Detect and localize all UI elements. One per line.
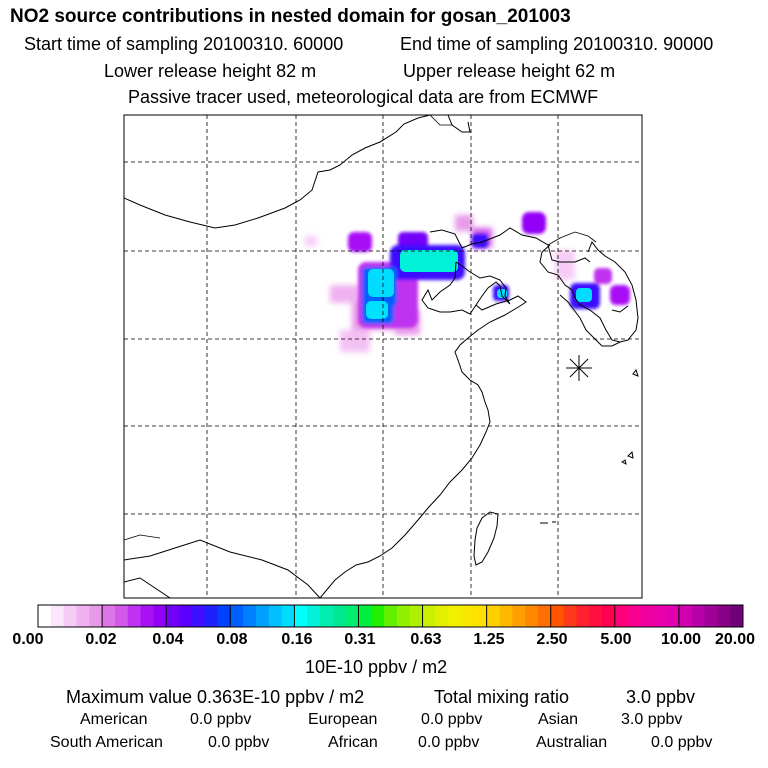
colorbar-tick-label: 20.00 <box>714 631 756 648</box>
colorbar-swatch <box>76 605 90 627</box>
colorbar-swatch <box>384 605 398 627</box>
colorbar-tick-label: 10.00 <box>660 631 702 648</box>
colorbar-swatch <box>345 605 359 627</box>
colorbar-swatch <box>499 605 513 627</box>
colorbar-swatch <box>409 605 424 627</box>
region-name-european: European <box>308 711 378 728</box>
total-mixing-ratio-label: Total mixing ratio <box>434 687 570 707</box>
lat-lon-grid <box>124 115 642 598</box>
colorbar-swatch <box>294 605 308 627</box>
colorbar-swatch <box>358 605 372 627</box>
colorbar-swatch <box>614 605 629 627</box>
colorbar-swatch <box>281 605 295 627</box>
coastlines <box>124 115 639 598</box>
colorbar-tick-label: 0.02 <box>85 631 117 648</box>
colorbar-swatch <box>461 605 475 627</box>
colorbar-swatch <box>537 605 552 627</box>
colorbar-swatch <box>717 605 731 627</box>
upper-release-height-label: Upper release height 62 m <box>403 61 616 81</box>
start-time-label: Start time of sampling 20100310. 60000 <box>24 34 344 54</box>
colorbar-swatch <box>332 605 347 627</box>
colorbar-swatch <box>730 605 744 627</box>
colorbar-frame <box>37 604 744 628</box>
colorbar-swatch <box>550 605 565 627</box>
colorbar-swatch <box>473 605 488 627</box>
colorbar-swatch <box>320 605 334 627</box>
colorbar-swatch <box>448 605 462 627</box>
colorbar-swatch <box>114 605 129 627</box>
colorbar-swatch <box>179 605 193 627</box>
colorbar-swatch <box>255 605 270 627</box>
colorbar-swatch <box>589 605 603 627</box>
colorbar-swatch <box>640 605 654 627</box>
region-value-european: 0.0 ppbv <box>421 711 483 728</box>
colorbar-swatch <box>704 605 718 627</box>
colorbar-swatch <box>89 605 103 627</box>
colorbar-tick-label: 0.08 <box>216 631 248 648</box>
colorbar-tick-label: 0.31 <box>344 631 376 648</box>
colorbar-tick-label: 0.04 <box>152 631 184 648</box>
colorbar-swatch <box>525 605 539 627</box>
colorbar-swatch <box>166 605 180 627</box>
colorbar-swatch <box>691 605 706 627</box>
region-name-asian: Asian <box>538 711 579 728</box>
colorbar-swatch <box>230 605 244 627</box>
colorbar-swatch <box>653 605 667 627</box>
colorbar-swatch <box>396 605 411 627</box>
colorbar-swatch <box>268 605 283 627</box>
colorbar-tick-label: 0.16 <box>281 631 313 648</box>
region-name-australian: Australian <box>536 734 608 751</box>
colorbar-swatch <box>371 605 385 627</box>
colorbar-swatch <box>38 605 52 627</box>
colorbar-swatch <box>512 605 526 627</box>
region-value-south-american: 0.0 ppbv <box>208 734 270 751</box>
total-mixing-ratio-value: 3.0 ppbv <box>626 687 696 707</box>
colorbar-swatch <box>422 605 436 627</box>
receptor-star-icon <box>566 355 592 381</box>
colorbar-swatch <box>576 605 590 627</box>
colorbar-swatch <box>140 605 154 627</box>
end-time-label: End time of sampling 20100310. 90000 <box>400 34 714 54</box>
colorbar-swatch <box>307 605 321 627</box>
lower-release-height-label: Lower release height 82 m <box>104 61 317 81</box>
colorbar-swatch <box>678 605 693 627</box>
region-name-american: American <box>80 711 148 728</box>
colorbar <box>37 604 744 628</box>
colorbar-swatch <box>153 605 167 627</box>
colorbar-swatch <box>602 605 616 627</box>
colorbar-swatch <box>63 605 77 627</box>
tracer-note: Passive tracer used, meteorological data… <box>128 87 599 107</box>
colorbar-swatch <box>666 605 680 627</box>
concentration-plume <box>305 212 630 352</box>
country-borders <box>124 115 597 541</box>
map-frame <box>123 114 643 599</box>
colorbar-tick-label: 0.00 <box>12 631 44 648</box>
colorbar-swatch <box>191 605 206 627</box>
colorbar-units: 10E-10 ppbv / m2 <box>305 657 448 677</box>
region-value-asian: 3.0 ppbv <box>621 711 683 728</box>
colorbar-swatch <box>243 605 257 627</box>
colorbar-swatch <box>127 605 142 627</box>
colorbar-swatch <box>50 605 65 627</box>
region-value-australian: 0.0 ppbv <box>651 734 713 751</box>
colorbar-swatch <box>486 605 500 627</box>
region-value-african: 0.0 ppbv <box>418 734 480 751</box>
colorbar-tick-label: 1.25 <box>473 631 505 648</box>
colorbar-tick-label: 2.50 <box>536 631 568 648</box>
colorbar-tick-label: 5.00 <box>600 631 632 648</box>
colorbar-swatch <box>204 605 218 627</box>
region-name-african: African <box>328 734 378 751</box>
colorbar-swatch <box>102 605 116 627</box>
colorbar-swatch <box>435 605 449 627</box>
colorbar-swatch <box>627 605 641 627</box>
maximum-value-label: Maximum value 0.363E-10 ppbv / m2 <box>66 687 365 707</box>
colorbar-tick-label: 0.63 <box>410 631 442 648</box>
region-name-south-american: South American <box>50 734 163 751</box>
figure-title: NO2 source contributions in nested domai… <box>10 6 571 27</box>
colorbar-swatch <box>217 605 231 627</box>
region-value-american: 0.0 ppbv <box>190 711 252 728</box>
colorbar-swatch <box>563 605 577 627</box>
